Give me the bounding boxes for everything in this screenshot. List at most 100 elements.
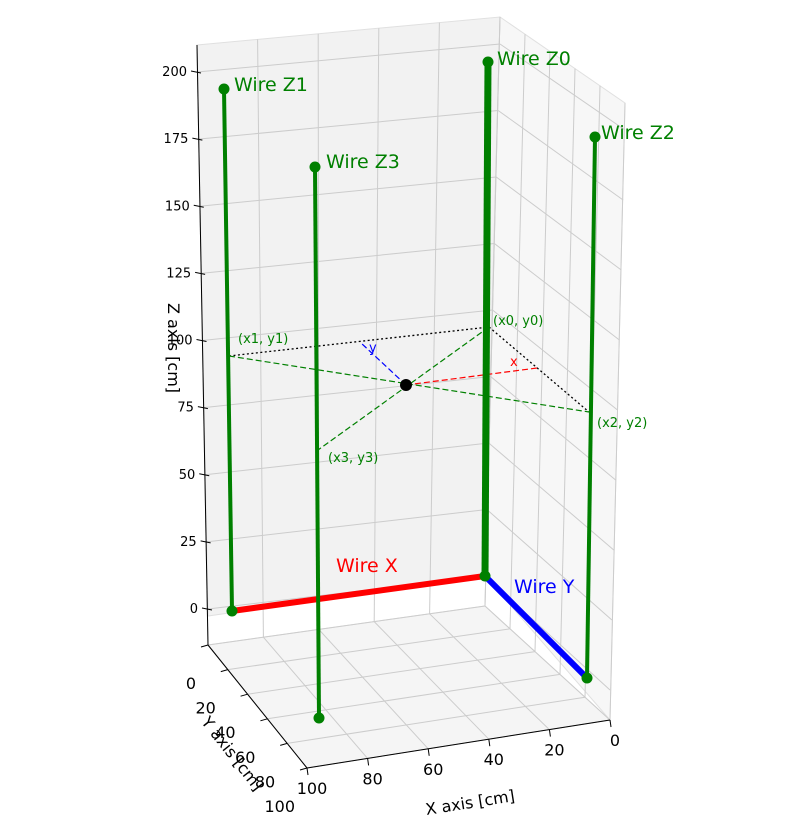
projection-x-line: [405, 367, 538, 386]
z-tick-mark: [190, 70, 202, 74]
y-tick-label: 20: [195, 699, 215, 718]
z-tick-mark: [195, 271, 206, 275]
z-grid-line-x-pane: [206, 509, 487, 543]
y-tick-label: 60: [235, 748, 255, 767]
wire-x-line: [231, 573, 486, 614]
z-tick-mark: [200, 540, 211, 544]
x-tick-label: 20: [544, 741, 564, 760]
z-tick-mark: [196, 339, 207, 342]
y-axis-line: [207, 644, 308, 769]
x-grid-line-wall: [373, 28, 380, 622]
x-grid-line-floor: [484, 605, 611, 721]
y-tick-mark: [299, 767, 308, 771]
point-0-label: (x0, y0): [493, 314, 543, 329]
wire-z3-label: Wire Z3: [326, 151, 400, 173]
z-axis-label: Z axis [cm]: [164, 303, 183, 393]
projection-y-label: y: [369, 341, 377, 356]
wire-z3-top-marker: [309, 161, 321, 173]
wire-y-line: [482, 573, 590, 681]
z-grid-line-y-pane: [497, 110, 624, 201]
y-tick-mark: [220, 669, 228, 673]
x-grid-line-wall: [257, 39, 264, 638]
x-tick-mark: [609, 719, 612, 728]
x-tick-label: 40: [484, 750, 504, 769]
z-tick-label: 125: [166, 266, 191, 281]
z-grid-line-y-pane: [495, 176, 622, 271]
z-tick-label: 150: [165, 199, 190, 214]
wire-z3-line: [313, 166, 321, 719]
y-tick-mark: [200, 644, 209, 648]
wire-y-label: Wire Y: [514, 576, 575, 598]
z-tick-mark: [193, 204, 204, 208]
x-axis-label: X axis [cm]: [424, 786, 516, 819]
wire-z2-label: Wire Z2: [601, 122, 675, 144]
wire-z2-top-marker: [589, 131, 601, 143]
plane-edge-right: [488, 326, 590, 413]
z-axis-line: [196, 44, 209, 646]
z-tick-label: 175: [164, 132, 189, 147]
wire-x-label: Wire X: [336, 555, 398, 577]
wire-z2-bottom-marker: [581, 672, 593, 684]
y-tick-mark: [240, 693, 248, 697]
z-tick-mark: [201, 607, 213, 611]
y-tick-mark: [280, 742, 288, 746]
point-2-label: (x2, y2): [597, 416, 647, 431]
z-tick-mark: [197, 406, 208, 410]
z-grid-line-y-pane: [499, 43, 626, 131]
z-grid-line-y-pane: [486, 509, 613, 621]
z-tick-label: 200: [162, 65, 187, 80]
y-tick-label: 40: [215, 723, 235, 742]
z-grid-line-x-pane: [196, 43, 501, 73]
z-grid-line-y-pane: [488, 442, 615, 551]
y-tick-label: 0: [186, 674, 196, 693]
x-tick-label: 0: [610, 731, 620, 750]
z-grid-line-x-pane: [205, 442, 489, 476]
z-grid-line-x-pane: [199, 176, 497, 207]
y-grid-line-floor: [287, 696, 586, 744]
y-grid-line-floor: [227, 628, 511, 671]
z-grid-line-y-pane: [494, 243, 620, 341]
wire-z1-bottom-marker: [226, 605, 238, 617]
y-tick-mark: [260, 718, 268, 722]
x-grid-line-floor: [429, 613, 550, 730]
z-tick-label: 0: [190, 602, 198, 617]
wire-z0-label: Wire Z0: [497, 48, 571, 70]
x-axis-line: [306, 719, 611, 769]
y-grid-line-wall: [534, 51, 551, 652]
point-3-label: (x3, y3): [328, 451, 378, 466]
z-tick-label: 25: [180, 535, 197, 550]
wire-z1-line: [222, 88, 234, 612]
center-point: [400, 379, 412, 391]
z-tick-label: 50: [179, 468, 196, 483]
z-grid-line-y-pane: [492, 309, 618, 411]
z-grid-line-x-pane: [198, 110, 499, 140]
x-grid-line-floor: [318, 629, 429, 750]
x-tick-mark: [548, 729, 551, 737]
y-grid-line-floor: [267, 673, 561, 720]
plane-edge-top: [228, 326, 490, 357]
point-1-label: (x1, y1): [238, 332, 288, 347]
wire-z1-label: Wire Z1: [234, 74, 308, 96]
y-grid-line-wall: [609, 102, 626, 721]
z-grid-line-x-pane: [203, 376, 491, 409]
x-tick-mark: [427, 748, 430, 756]
x-grid-line-floor: [373, 621, 490, 740]
x-tick-mark: [306, 767, 309, 776]
wire-z0-bottom-marker: [479, 570, 491, 582]
wire-z3-bottom-marker: [313, 712, 325, 724]
z-tick-mark: [192, 137, 203, 141]
wire-z2-line: [585, 136, 597, 679]
wire-z0-top-marker: [482, 56, 494, 68]
wire-z1-top-marker: [218, 83, 230, 95]
z-tick-mark: [199, 473, 210, 477]
x-grid-line-wall: [429, 22, 440, 614]
z-tick-label: 100: [168, 334, 193, 349]
pane-x-back: [196, 16, 501, 617]
y-tick-label: 100: [264, 797, 295, 816]
z-grid-line-x-pane: [201, 243, 495, 274]
projection-y-line: [359, 341, 407, 386]
projection-x-label: x: [510, 355, 518, 370]
z-grid-line-x-pane: [202, 309, 493, 341]
z-tick-label: 75: [177, 401, 194, 416]
